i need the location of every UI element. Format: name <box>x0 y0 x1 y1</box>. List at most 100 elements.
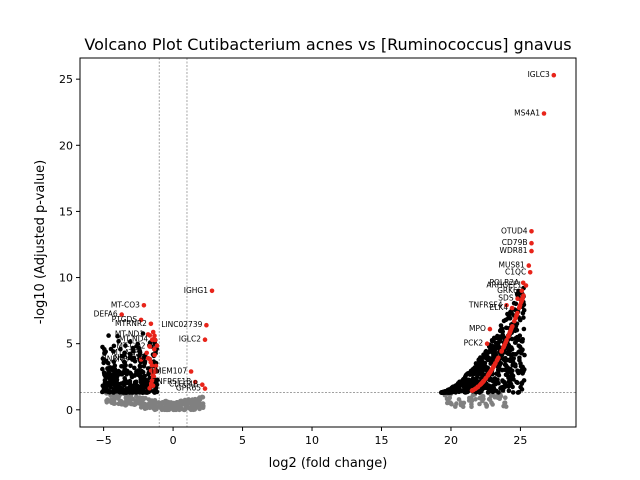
significant-point-unlabeled <box>108 385 114 390</box>
non-significant-point <box>108 398 113 403</box>
labeled-significant-point <box>551 72 557 78</box>
chart-title: Volcano Plot Cutibacterium acnes vs [Rum… <box>84 35 571 54</box>
significant-point-unlabeled <box>104 387 109 392</box>
significant-point-unlabeled <box>142 361 147 366</box>
point-label: IGHG1 <box>184 286 208 295</box>
non-significant-point <box>163 403 169 409</box>
significant-point <box>501 345 506 350</box>
y-tick-label: 25 <box>59 73 73 86</box>
significant-point-unlabeled <box>514 334 520 340</box>
point-label: MS4A1 <box>514 109 540 118</box>
significant-point-unlabeled <box>504 325 509 331</box>
significant-point-unlabeled <box>101 370 107 376</box>
significant-point-unlabeled <box>106 369 111 375</box>
significant-point-unlabeled <box>123 343 128 348</box>
significant-point <box>152 346 157 352</box>
significant-point-unlabeled <box>109 376 115 382</box>
significant-point-unlabeled <box>100 366 105 372</box>
non-significant-point <box>192 407 197 412</box>
significant-point <box>517 304 523 309</box>
significant-point-unlabeled <box>468 381 474 387</box>
y-tick-label: 0 <box>66 404 73 417</box>
significant-point-unlabeled <box>129 374 135 380</box>
non-significant-point <box>156 400 161 405</box>
non-significant-point <box>136 398 142 403</box>
plot-border <box>79 57 577 428</box>
significant-point-unlabeled <box>514 291 520 297</box>
significant-point-unlabeled <box>122 367 128 372</box>
significant-point-unlabeled <box>112 372 118 377</box>
point-label: ARHGEF1 <box>486 281 522 290</box>
significant-point <box>154 343 160 348</box>
significant-point-unlabeled <box>140 331 146 336</box>
non-significant-point <box>173 407 178 412</box>
significant-point-unlabeled <box>506 342 512 348</box>
non-significant-point <box>200 403 206 409</box>
significant-point-unlabeled <box>518 384 523 390</box>
significant-point-unlabeled <box>521 315 526 320</box>
significant-point-unlabeled <box>119 381 124 386</box>
significant-point-unlabeled <box>508 380 513 386</box>
significant-point-unlabeled <box>507 348 513 354</box>
point-label: HNRNPA1 <box>101 355 137 364</box>
significant-point-unlabeled <box>143 377 149 383</box>
significant-point <box>519 297 525 303</box>
significant-point-unlabeled <box>489 338 495 343</box>
significant-point-unlabeled <box>111 349 116 354</box>
labeled-significant-point <box>148 321 154 327</box>
significant-point-unlabeled <box>135 341 140 347</box>
significant-point-unlabeled <box>131 349 136 354</box>
significant-point-unlabeled <box>486 357 492 362</box>
significant-point-unlabeled <box>496 339 502 345</box>
labeled-significant-point <box>519 288 525 294</box>
significant-point-unlabeled <box>104 375 110 380</box>
significant-point-unlabeled <box>506 357 511 363</box>
significant-point <box>473 386 479 391</box>
significant-point-unlabeled <box>517 355 522 361</box>
significant-point-unlabeled <box>111 387 117 393</box>
significant-point-unlabeled <box>100 388 106 394</box>
significant-point <box>510 324 515 329</box>
point-label: MT-ND4 <box>119 335 148 344</box>
non-significant-point <box>152 398 158 403</box>
labeled-significant-point <box>119 312 124 317</box>
significant-point-unlabeled <box>515 390 521 395</box>
labeled-significant-point <box>204 322 209 328</box>
significant-point-unlabeled <box>503 372 509 378</box>
point-label: MPO <box>469 324 486 333</box>
significant-point-unlabeled <box>500 326 505 332</box>
significant-point-unlabeled <box>115 334 120 339</box>
non-significant-point <box>456 397 462 402</box>
significant-point-unlabeled <box>522 352 527 358</box>
labeled-significant-point <box>202 386 208 391</box>
non-significant-point <box>124 396 129 402</box>
non-significant-point <box>483 401 489 407</box>
x-tick-label: 20 <box>444 434 458 447</box>
non-significant-point <box>188 406 193 412</box>
significant-point-unlabeled <box>100 383 106 389</box>
labeled-significant-point <box>202 337 208 343</box>
significant-point-unlabeled <box>484 353 490 358</box>
labeled-significant-point <box>504 303 509 308</box>
significant-points <box>119 72 557 393</box>
significant-point-unlabeled <box>490 389 496 395</box>
significant-point-unlabeled <box>505 365 510 370</box>
point-label: C1QC <box>505 267 526 276</box>
significant-point-unlabeled <box>493 380 498 385</box>
significant-point-unlabeled <box>495 370 501 376</box>
non-significant-point <box>181 399 187 405</box>
non-significant-point <box>183 403 189 409</box>
non-significant-point <box>489 400 494 406</box>
point-label: CD79B <box>502 238 528 247</box>
point-label: MT-ND1 <box>115 329 144 338</box>
labeled-significant-point <box>515 296 520 302</box>
non-significant-point <box>480 398 485 404</box>
significant-point-unlabeled <box>124 371 129 377</box>
significant-point-unlabeled <box>116 338 121 344</box>
significant-point-unlabeled <box>449 390 455 395</box>
labeled-significant-point <box>527 270 533 275</box>
significant-point <box>477 382 483 388</box>
significant-point-unlabeled <box>521 308 527 313</box>
labeled-significant-point <box>523 283 529 288</box>
significant-point-unlabeled <box>457 383 462 388</box>
